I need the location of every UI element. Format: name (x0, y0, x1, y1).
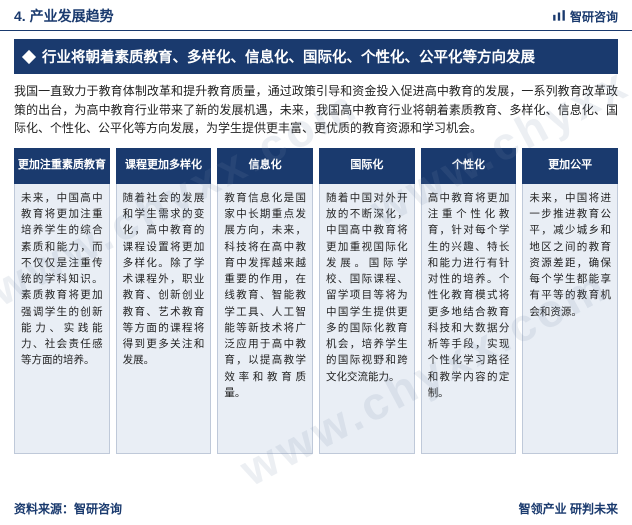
column-header: 更加公平 (522, 148, 618, 184)
column-header: 个性化 (421, 148, 517, 184)
column-body: 随着社会的发展和学生需求的变化，高中教育的课程设置将更加多样化。除了学术课程外，… (116, 184, 212, 454)
title-bar: 行业将朝着素质教育、多样化、信息化、国际化、个性化、公平化等方向发展 (14, 39, 618, 74)
column: 国际化 随着中国对外开放的不断深化，中国高中教育将更加重视国际化发展。国际学校、… (319, 148, 415, 454)
column: 更加公平 未来，中国将进一步推进教育公平，减少城乡和地区之间的教育资源差距，确保… (522, 148, 618, 454)
slogan-text: 智领产业 研判未来 (519, 500, 618, 517)
column-body: 未来，中国将进一步推进教育公平，减少城乡和地区之间的教育资源差距，确保每个学生都… (522, 184, 618, 454)
brand-icon (552, 9, 566, 23)
columns-container: 更加注重素质教育 未来，中国高中教育将更加注重培养学生的综合素质和能力，而不仅仅… (14, 148, 618, 454)
column-body: 高中教育将更加注重个性化教育，针对每个学生的兴趣、特长和能力进行有针对性的培养。… (421, 184, 517, 454)
column-header: 信息化 (217, 148, 313, 184)
diamond-icon (22, 49, 36, 63)
column-header: 课程更加多样化 (116, 148, 212, 184)
column-body: 教育信息化是国家中长期重点发展方向，未来，科技将在高中教育中发挥越来越重要的作用… (217, 184, 313, 454)
column-header: 更加注重素质教育 (14, 148, 110, 184)
column-body: 未来，中国高中教育将更加注重培养学生的综合素质和能力，而不仅仅是注重传统的学科知… (14, 184, 110, 454)
section-label: 4. 产业发展趋势 (14, 6, 114, 26)
source-label: 资料来源：智研咨询 (14, 500, 122, 517)
column-header: 国际化 (319, 148, 415, 184)
intro-paragraph: 我国一直致力于教育体制改革和提升教育质量，通过政策引导和资金投入促进高中教育的发… (14, 82, 618, 138)
brand-text: 智研咨询 (570, 8, 618, 25)
column: 个性化 高中教育将更加注重个性化教育，针对每个学生的兴趣、特长和能力进行有针对性… (421, 148, 517, 454)
column: 课程更加多样化 随着社会的发展和学生需求的变化，高中教育的课程设置将更加多样化。… (116, 148, 212, 454)
footer-row: 资料来源：智研咨询 智领产业 研判未来 (0, 494, 632, 525)
column-body: 随着中国对外开放的不断深化，中国高中教育将更加重视国际化发展。国际学校、国际课程… (319, 184, 415, 454)
column: 信息化 教育信息化是国家中长期重点发展方向，未来，科技将在高中教育中发挥越来越重… (217, 148, 313, 454)
header-row: 4. 产业发展趋势 智研咨询 (0, 0, 632, 31)
title-text: 行业将朝着素质教育、多样化、信息化、国际化、个性化、公平化等方向发展 (42, 46, 535, 67)
column: 更加注重素质教育 未来，中国高中教育将更加注重培养学生的综合素质和能力，而不仅仅… (14, 148, 110, 454)
brand: 智研咨询 (552, 8, 618, 25)
